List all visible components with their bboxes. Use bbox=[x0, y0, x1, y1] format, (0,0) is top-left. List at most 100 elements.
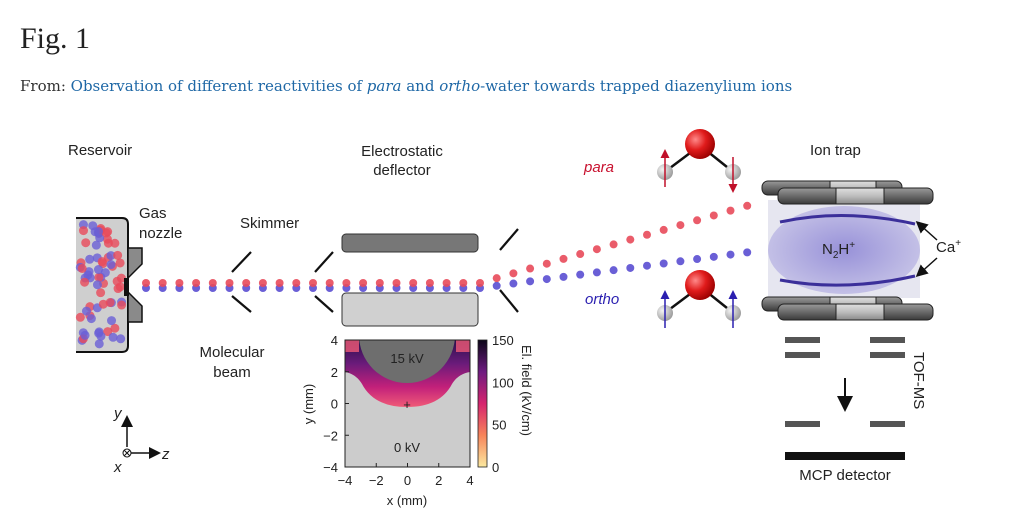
gas-molecule bbox=[92, 280, 102, 290]
reservoir bbox=[75, 217, 143, 353]
para-beam-dot bbox=[492, 274, 501, 283]
gas-molecule bbox=[110, 323, 120, 333]
field-inset-plot: 15 kV 0 kV + −4 −2 0 2 4 4 2 0 −2 −4 x (mm) y (mm… bbox=[301, 333, 534, 508]
inset-xtick: 2 bbox=[435, 473, 442, 488]
para-beam-dot bbox=[375, 279, 384, 287]
para-beam-dot bbox=[476, 279, 484, 287]
label-reservoir: Reservoir bbox=[68, 142, 132, 159]
gas-molecule bbox=[93, 227, 103, 237]
para-beam-dot bbox=[142, 279, 150, 287]
para-beam-dot bbox=[258, 279, 267, 287]
para-beam-dot bbox=[559, 254, 568, 263]
inset-xtick: −2 bbox=[369, 473, 384, 488]
label-ortho: ortho bbox=[585, 291, 619, 308]
colorbar-tick: 100 bbox=[492, 375, 514, 390]
label-deflector: deflector bbox=[373, 162, 431, 179]
ortho-beam-dot bbox=[643, 261, 651, 270]
label-gas-nozzle: Gas bbox=[139, 205, 167, 222]
para-beam-dot bbox=[542, 259, 551, 268]
ion-trap: N2H+ Ca+ bbox=[761, 180, 961, 321]
gas-molecule bbox=[113, 250, 123, 260]
high-voltage-electrode bbox=[359, 340, 455, 383]
para-beam-dot bbox=[359, 279, 368, 287]
para-beam-dot bbox=[676, 221, 685, 230]
para-beam-dot bbox=[425, 279, 434, 287]
beam-position-marker: + bbox=[403, 397, 411, 412]
para-beam-dot bbox=[275, 279, 284, 287]
deflector-high-electrode bbox=[341, 233, 479, 253]
inset-xtick: 0 bbox=[404, 473, 411, 488]
source-line: From: Observation of different reactivit… bbox=[20, 77, 792, 95]
label-para: para bbox=[583, 159, 614, 176]
para-beam-dot bbox=[208, 279, 217, 287]
trap-rods-bottom bbox=[761, 296, 934, 321]
inset-ytick: 0 bbox=[331, 397, 338, 412]
colorbar-tick: 150 bbox=[492, 333, 514, 348]
label-gas-nozzle: nozzle bbox=[139, 225, 182, 242]
trap-rods-top bbox=[761, 180, 934, 205]
para-beam-dot bbox=[309, 279, 317, 287]
para-beam-dot bbox=[158, 279, 167, 287]
para-beam-dot bbox=[526, 264, 535, 273]
gas-molecule bbox=[81, 306, 91, 316]
link-text: -water towards trapped diazenylium ions bbox=[480, 77, 793, 95]
para-beam-dot bbox=[442, 279, 451, 287]
ortho-beam-dot bbox=[559, 272, 568, 281]
para-beam-dot bbox=[325, 279, 334, 287]
label-ca-ion: Ca+ bbox=[936, 238, 961, 256]
para-beam-dot bbox=[659, 225, 668, 234]
inset-xlabel: x (mm) bbox=[387, 493, 427, 508]
para-beam-dot bbox=[459, 279, 468, 287]
inset-ytick: −4 bbox=[323, 460, 338, 475]
ortho-beam-dot bbox=[726, 250, 735, 259]
gas-molecule bbox=[78, 226, 88, 236]
ortho-beam-dot bbox=[659, 259, 668, 268]
ortho-water-molecule bbox=[657, 270, 741, 328]
ortho-beam-dot bbox=[676, 257, 685, 266]
gas-molecule bbox=[105, 298, 115, 308]
gas-molecule bbox=[86, 314, 96, 324]
skimmer bbox=[231, 228, 519, 313]
para-beam-dot bbox=[225, 279, 234, 287]
gas-molecule bbox=[93, 265, 103, 275]
para-beam-dot bbox=[743, 201, 752, 210]
para-beam-dot bbox=[392, 279, 401, 287]
label-molecular-beam: beam bbox=[213, 364, 251, 381]
colorbar bbox=[477, 339, 488, 468]
ortho-beam-dot bbox=[526, 277, 535, 286]
inset-ytick: −2 bbox=[323, 428, 338, 443]
para-beam-dot bbox=[726, 206, 735, 215]
label-15kv: 15 kV bbox=[390, 351, 424, 366]
inset-ytick: 2 bbox=[331, 365, 338, 380]
inset-xtick: −4 bbox=[338, 473, 353, 488]
gas-molecule bbox=[77, 263, 87, 273]
gas-molecule bbox=[115, 258, 125, 268]
gas-molecule bbox=[94, 272, 104, 282]
molecular-beams bbox=[142, 201, 752, 292]
label-deflector: Electrostatic bbox=[361, 143, 443, 160]
gas-molecule bbox=[75, 312, 85, 322]
tof-ms bbox=[785, 337, 905, 427]
para-beam-dot bbox=[292, 279, 301, 287]
label-molecular-beam: Molecular bbox=[199, 344, 264, 361]
inset-xtick: 4 bbox=[466, 473, 473, 488]
para-beam-dot bbox=[643, 230, 651, 239]
article-link[interactable]: Observation of different reactivities of… bbox=[71, 77, 793, 95]
gas-molecule bbox=[80, 330, 90, 340]
para-beam-dot bbox=[192, 279, 201, 287]
deflector-low-electrode bbox=[341, 292, 479, 327]
gas-molecule bbox=[84, 267, 94, 277]
gas-nozzle bbox=[127, 247, 143, 323]
link-text: Observation of different reactivities of bbox=[70, 77, 367, 95]
ortho-beam-dot bbox=[693, 255, 702, 264]
gas-molecule bbox=[85, 254, 95, 264]
link-text-ortho: ortho bbox=[439, 77, 481, 95]
gas-molecule bbox=[80, 277, 90, 287]
gas-molecule bbox=[101, 228, 111, 238]
ion-crystal bbox=[768, 206, 920, 294]
inset-ytick: 4 bbox=[331, 333, 338, 348]
colorbar-label: El. field (kV/cm) bbox=[519, 345, 534, 436]
colorbar-tick: 50 bbox=[492, 418, 506, 433]
para-beam-dot bbox=[409, 279, 418, 287]
